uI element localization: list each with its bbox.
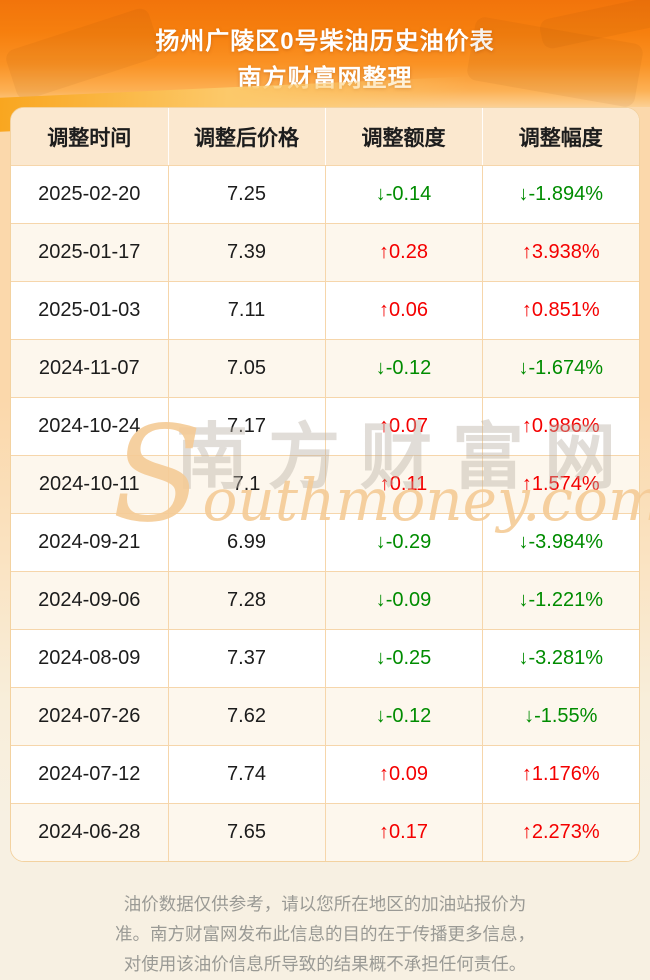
cell-change: ↑0.28: [325, 223, 483, 282]
cell-change: ↓-0.25: [325, 629, 483, 688]
table-row: 2024-09-21 6.99 ↓-0.29 ↓-3.984%: [11, 513, 639, 572]
table-row: 2024-11-07 7.05 ↓-0.12 ↓-1.674%: [11, 339, 639, 398]
cell-pct: ↓-3.281%: [482, 629, 639, 688]
table-row: 2024-09-06 7.28 ↓-0.09 ↓-1.221%: [11, 571, 639, 630]
cell-date: 2024-08-09: [11, 629, 169, 688]
cell-date: 2024-07-12: [11, 745, 169, 804]
cell-date: 2024-09-21: [11, 513, 169, 572]
cell-pct: ↓-1.674%: [482, 339, 639, 398]
cell-pct: ↓-1.221%: [482, 571, 639, 630]
table-row: 2024-06-28 7.65 ↑0.17 ↑2.273%: [11, 803, 639, 861]
cell-pct: ↓-1.55%: [482, 687, 639, 746]
cell-price: 7.37: [168, 629, 326, 688]
cell-date: 2025-01-03: [11, 281, 169, 340]
cell-price: 7.74: [168, 745, 326, 804]
page-header: 扬州广陵区0号柴油历史油价表 南方财富网整理: [0, 0, 650, 132]
cell-price: 7.11: [168, 281, 326, 340]
cell-date: 2024-10-11: [11, 455, 169, 514]
cell-price: 6.99: [168, 513, 326, 572]
cell-price: 7.39: [168, 223, 326, 282]
cell-change: ↑0.07: [325, 397, 483, 456]
cell-change: ↑0.17: [325, 803, 483, 861]
cell-price: 7.05: [168, 339, 326, 398]
cell-pct: ↑3.938%: [482, 223, 639, 282]
price-table-body: 2025-02-20 7.25 ↓-0.14 ↓-1.894% 2025-01-…: [11, 165, 639, 861]
table-row: 2024-07-12 7.74 ↑0.09 ↑1.176%: [11, 745, 639, 804]
cell-pct: ↓-3.984%: [482, 513, 639, 572]
cell-pct: ↑0.851%: [482, 281, 639, 340]
disclaimer-line: 对使用该油价信息所导致的结果概不承担任何责任。: [123, 954, 527, 974]
cell-change: ↑0.11: [325, 455, 483, 514]
cell-pct: ↓-1.894%: [482, 165, 639, 224]
disclaimer-line: 油价数据仅供参考，请以您所在地区的加油站报价为: [123, 894, 527, 914]
cell-price: 7.65: [168, 803, 326, 861]
disclaimer-text: 油价数据仅供参考，请以您所在地区的加油站报价为 准。南方财富网发布此信息的目的在…: [32, 889, 618, 979]
table-row: 2024-10-24 7.17 ↑0.07 ↑0.986%: [11, 397, 639, 456]
cell-date: 2024-11-07: [11, 339, 169, 398]
column-header-date: 调整时间: [11, 108, 169, 166]
table-row: 2024-10-11 7.1 ↑0.11 ↑1.574%: [11, 455, 639, 514]
cell-change: ↓-0.12: [325, 339, 483, 398]
cell-date: 2025-02-20: [11, 165, 169, 224]
table-row: 2025-01-03 7.11 ↑0.06 ↑0.851%: [11, 281, 639, 340]
table-row: 2025-02-20 7.25 ↓-0.14 ↓-1.894%: [11, 165, 639, 224]
cell-pct: ↑2.273%: [482, 803, 639, 861]
table-row: 2024-08-09 7.37 ↓-0.25 ↓-3.281%: [11, 629, 639, 688]
column-header-pct: 调整幅度: [482, 108, 639, 166]
cell-price: 7.28: [168, 571, 326, 630]
cell-price: 7.25: [168, 165, 326, 224]
cell-price: 7.62: [168, 687, 326, 746]
cell-date: 2024-07-26: [11, 687, 169, 746]
page-title: 扬州广陵区0号柴油历史油价表: [155, 28, 495, 55]
cell-date: 2024-09-06: [11, 571, 169, 630]
header-row: 调整时间 调整后价格 调整额度 调整幅度: [11, 108, 639, 166]
table-row: 2024-07-26 7.62 ↓-0.12 ↓-1.55%: [11, 687, 639, 746]
cell-change: ↓-0.29: [325, 513, 483, 572]
column-header-change: 调整额度: [325, 108, 483, 166]
cell-change: ↓-0.14: [325, 165, 483, 224]
disclaimer-line: 准。南方财富网发布此信息的目的在于传播更多信息，: [115, 924, 535, 944]
column-header-price: 调整后价格: [168, 108, 326, 166]
cell-date: 2025-01-17: [11, 223, 169, 282]
table-row: 2025-01-17 7.39 ↑0.28 ↑3.938%: [11, 223, 639, 282]
cell-pct: ↑1.176%: [482, 745, 639, 804]
cell-change: ↓-0.09: [325, 571, 483, 630]
cell-change: ↑0.06: [325, 281, 483, 340]
cell-date: 2024-06-28: [11, 803, 169, 861]
price-table-head: 调整时间 调整后价格 调整额度 调整幅度: [11, 108, 639, 166]
cell-price: 7.1: [168, 455, 326, 514]
cell-pct: ↑1.574%: [482, 455, 639, 514]
cell-change: ↓-0.12: [325, 687, 483, 746]
cell-price: 7.17: [168, 397, 326, 456]
cell-change: ↑0.09: [325, 745, 483, 804]
cell-pct: ↑0.986%: [482, 397, 639, 456]
cell-date: 2024-10-24: [11, 397, 169, 456]
price-table: 调整时间 调整后价格 调整额度 调整幅度 2025-02-20 7.25 ↓-0…: [11, 108, 639, 861]
price-table-container: 调整时间 调整后价格 调整额度 调整幅度 2025-02-20 7.25 ↓-0…: [10, 107, 640, 862]
